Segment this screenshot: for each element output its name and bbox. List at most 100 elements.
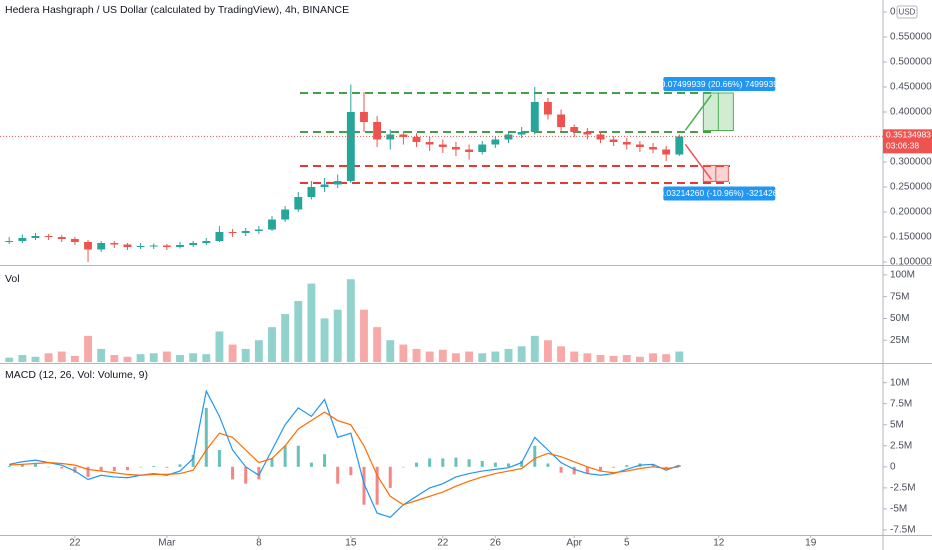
volume-bar [57,351,66,362]
candle-body [543,102,552,115]
macd-histogram-bar [480,460,484,467]
candle-body [596,134,605,140]
y-tick-label: 0.25000000 [890,182,932,193]
macd-histogram-bar [428,458,432,467]
macd-histogram-bar [507,463,511,467]
volume-bar [412,348,421,362]
volume-bar [609,355,618,362]
volume-bar [123,356,132,362]
y-tick-label: 0 [890,461,896,472]
volume-bar [44,353,53,362]
macd-histogram-bar [165,466,169,468]
volume-bar [675,351,684,362]
volume-bar [136,354,145,362]
candle-body [622,142,631,145]
macd-title: MACD (12, 26, Vol: Volume, 9) [5,369,148,381]
candle-body [254,229,263,231]
candle-body [438,144,447,147]
candle-body [97,243,106,250]
candle-body [504,134,513,140]
candle-body [517,132,526,135]
volume-bar [373,327,382,362]
volume-bar [543,340,552,362]
volume-title: Vol [5,273,20,285]
candle-body [662,149,671,155]
y-tick-label: 25M [890,335,909,346]
macd-histogram-bar [375,466,379,505]
y-tick-label: 0.10000000 [890,257,932,268]
macd-histogram-bar [257,466,261,480]
candle-body [452,147,460,150]
macd-histogram-bar [178,464,182,467]
volume-bar [281,314,290,362]
volume-bar [438,349,447,362]
candle-body [320,184,329,187]
candle-body [635,144,644,147]
candle-body [241,231,250,233]
macd-histogram-bar [401,466,405,468]
macd-histogram-bar [244,466,248,484]
macd-histogram-bar [191,455,195,467]
candle-body [294,197,303,210]
macd-histogram-bar [309,462,313,467]
y-tick-label: 7.5M [890,398,912,409]
macd-histogram-bar [493,462,497,467]
volume-bar [84,335,92,362]
volume-bar [360,309,368,362]
macd-histogram-bar [415,462,419,467]
macd-histogram-bar [296,445,300,467]
y-tick-label: 0.40000000 [890,107,932,118]
x-tick-label: 15 [345,538,357,549]
candle-body [44,236,53,237]
macd-histogram-bar [139,466,143,468]
macd-histogram-bar [86,466,90,477]
x-tick-label: Mar [158,538,176,549]
volume-bar [557,346,566,362]
y-tick-label: -7.5M [890,525,916,536]
candle-body [281,209,290,220]
volume-bar [228,344,237,362]
x-tick-label: 22 [437,538,449,549]
volume-bar [149,353,158,362]
volume-bar [635,356,644,362]
volume-bar [649,353,657,362]
volume-bar [504,348,513,362]
candle-body [478,144,487,152]
x-tick-label: 19 [805,538,817,549]
y-tick-label: 50M [890,313,909,324]
measure-label-bg [663,77,776,91]
volume-bar [570,351,579,362]
candle-body [123,244,132,247]
macd-histogram-bar [336,466,340,484]
volume-bar [662,354,671,362]
candle-body [530,102,539,132]
macd-histogram-bar [441,458,445,467]
macd-histogram-bar [677,465,681,467]
countdown: 03:06:38 [886,141,919,151]
volume-bar [97,348,106,362]
x-tick-label: 22 [69,538,81,549]
candle-body [268,219,276,230]
candle-body [346,112,355,181]
macd-line [9,411,680,506]
volume-bar [333,309,342,362]
measure-label-bg [663,186,776,201]
candle-body [609,139,618,142]
y-tick-label: 0.55000000 [890,32,932,43]
macd-histogram-bar [270,458,274,467]
candle-body [189,243,198,245]
measure-label: -0.03214260 (-10.96%) -3214260 [656,188,782,198]
y-tick-label: 100M [890,269,915,280]
candle-body [425,142,434,145]
candle-body [386,134,395,140]
candle-body [373,122,382,140]
volume-bar [268,327,276,362]
volume-bar [596,355,605,362]
volume-bar [162,351,171,362]
candle-body [570,127,579,132]
volume-bar [583,353,592,362]
volume-bar [215,331,224,362]
volume-bar [241,348,250,362]
